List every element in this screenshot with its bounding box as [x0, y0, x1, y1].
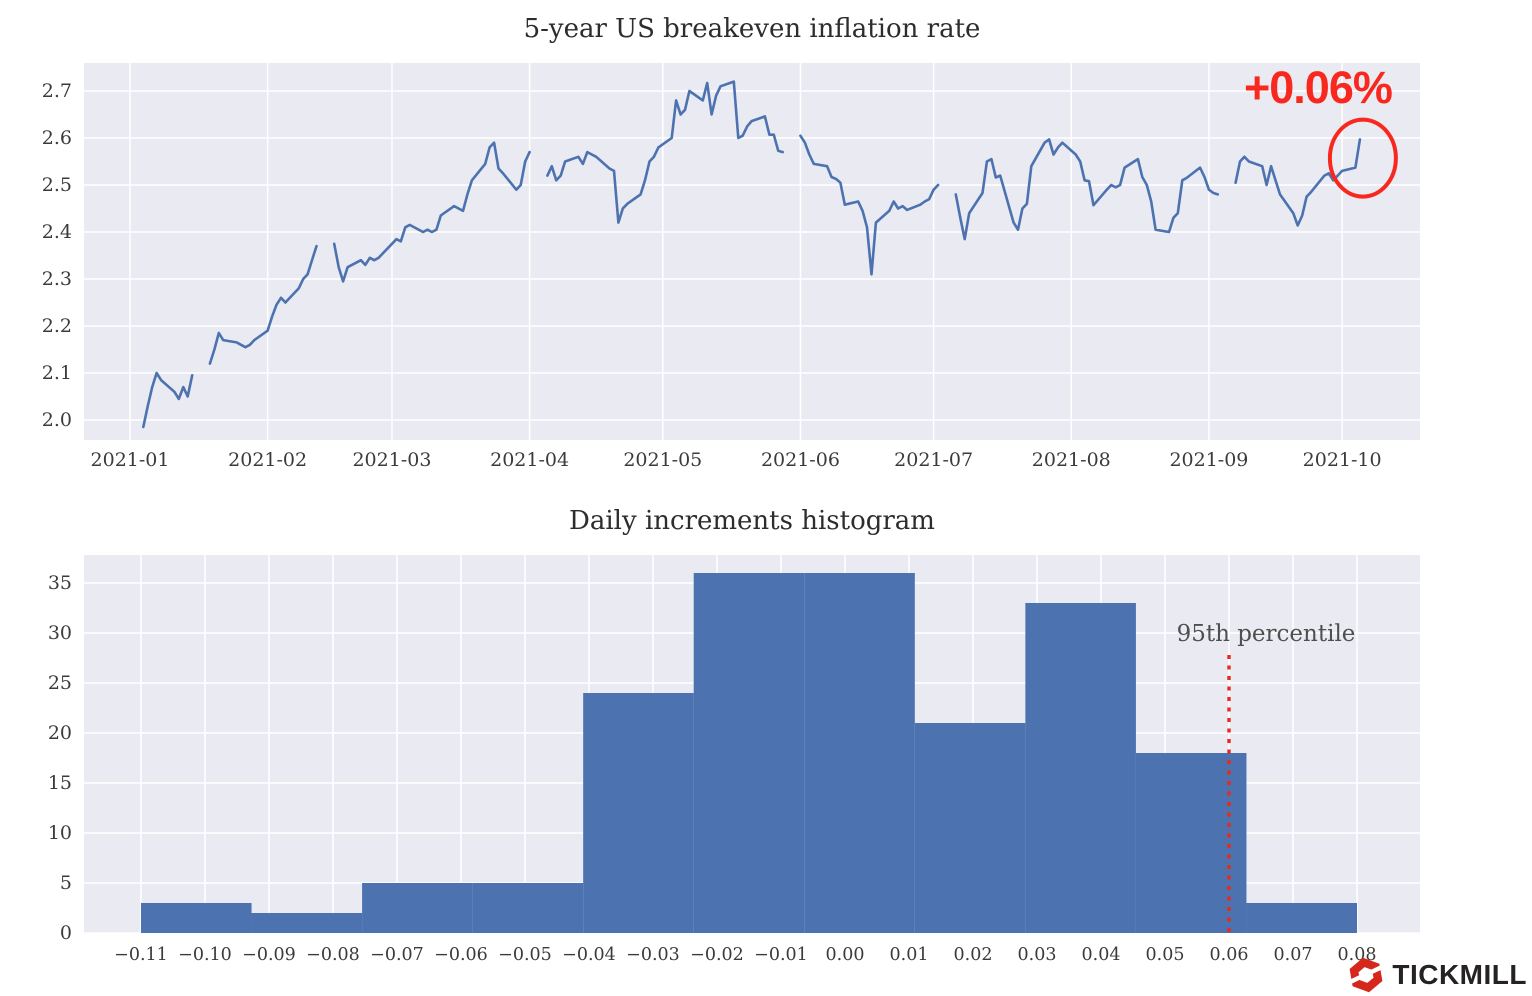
- histogram-bar: [362, 883, 473, 933]
- histogram-bar: [583, 693, 694, 933]
- x-tick-label: 0.04: [1082, 945, 1121, 965]
- x-tick-label: 2021-05: [623, 449, 702, 471]
- y-tick-label: 2.4: [42, 221, 72, 243]
- y-tick-label: 0: [60, 922, 72, 944]
- highlight-circle: [1327, 117, 1398, 199]
- x-tick-label: 0.05: [1146, 945, 1185, 965]
- x-tick-label: −0.08: [306, 945, 360, 965]
- x-tick-label: −0.01: [754, 945, 808, 965]
- x-tick-label: −0.09: [242, 945, 296, 965]
- x-tick-label: −0.07: [370, 945, 424, 965]
- histogram-bar: [251, 913, 363, 933]
- x-tick-label: −0.02: [690, 945, 744, 965]
- y-tick-label: 35: [48, 572, 72, 594]
- x-tick-label: −0.06: [434, 945, 488, 965]
- x-tick-label: 2021-01: [91, 449, 170, 471]
- histogram-bar: [141, 903, 252, 933]
- x-tick-label: 0.03: [1018, 945, 1057, 965]
- x-tick-label: −0.04: [562, 945, 616, 965]
- x-tick-label: 0.06: [1210, 945, 1249, 965]
- x-tick-label: 2021-07: [894, 449, 973, 471]
- tickmill-logo-icon: [1349, 957, 1384, 993]
- top-chart-title: 5-year US breakeven inflation rate: [523, 14, 981, 44]
- x-tick-label: 0.00: [826, 945, 865, 965]
- change-annotation: +0.06%: [1244, 62, 1393, 113]
- y-tick-label: 15: [48, 772, 72, 794]
- histogram-bar: [914, 723, 1026, 933]
- histogram-bar: [1025, 603, 1136, 933]
- x-tick-label: 0.02: [954, 945, 993, 965]
- y-tick-label: 2.6: [42, 127, 72, 149]
- bottom-chart-title: Daily increments histogram: [569, 506, 935, 536]
- x-tick-label: 0.01: [890, 945, 929, 965]
- y-tick-label: 2.2: [42, 315, 72, 337]
- tickmill-logo-text: TICKMILL: [1392, 959, 1527, 990]
- percentile-annotation: 95th percentile: [1176, 621, 1356, 647]
- histogram-bar: [472, 883, 584, 933]
- x-tick-label: 0.07: [1274, 945, 1313, 965]
- y-tick-label: 5: [60, 872, 72, 894]
- y-tick-label: 30: [48, 622, 72, 644]
- x-tick-label: 2021-04: [490, 449, 569, 471]
- breakeven-line-chart: 2.0 2.1 2.2 2.3 2.4 2.5 2.6 2.7 2021-01 2021-02 20…: [42, 63, 1420, 471]
- breakeven-series-line: [142, 80, 1362, 429]
- x-tick-label: 2021-10: [1303, 449, 1382, 471]
- x-tick-label: 2021-02: [228, 449, 307, 471]
- x-tick-label: −0.10: [178, 945, 232, 965]
- y-tick-label: 2.7: [42, 80, 72, 102]
- x-tick-label: 2021-03: [352, 449, 431, 471]
- histogram-bar: [804, 573, 915, 933]
- y-tick-label: 2.1: [42, 362, 72, 384]
- y-tick-label: 2.0: [42, 409, 72, 431]
- y-tick-label: 25: [48, 672, 72, 694]
- histogram-bar: [693, 573, 805, 933]
- x-tick-label: 2021-06: [761, 449, 840, 471]
- x-tick-label: −0.11: [114, 945, 168, 965]
- x-tick-label: 2021-09: [1169, 449, 1248, 471]
- histogram-bar: [1135, 753, 1247, 933]
- histogram-bar: [1246, 903, 1357, 933]
- tickmill-logo: TICKMILL: [1347, 954, 1527, 996]
- x-tick-label: −0.05: [498, 945, 552, 965]
- x-tick-label: −0.03: [626, 945, 680, 965]
- x-tick-label: 2021-08: [1032, 449, 1111, 471]
- y-tick-label: 2.3: [42, 268, 72, 290]
- y-tick-label: 20: [48, 722, 72, 744]
- y-tick-label: 10: [48, 822, 72, 844]
- y-tick-label: 2.5: [42, 174, 72, 196]
